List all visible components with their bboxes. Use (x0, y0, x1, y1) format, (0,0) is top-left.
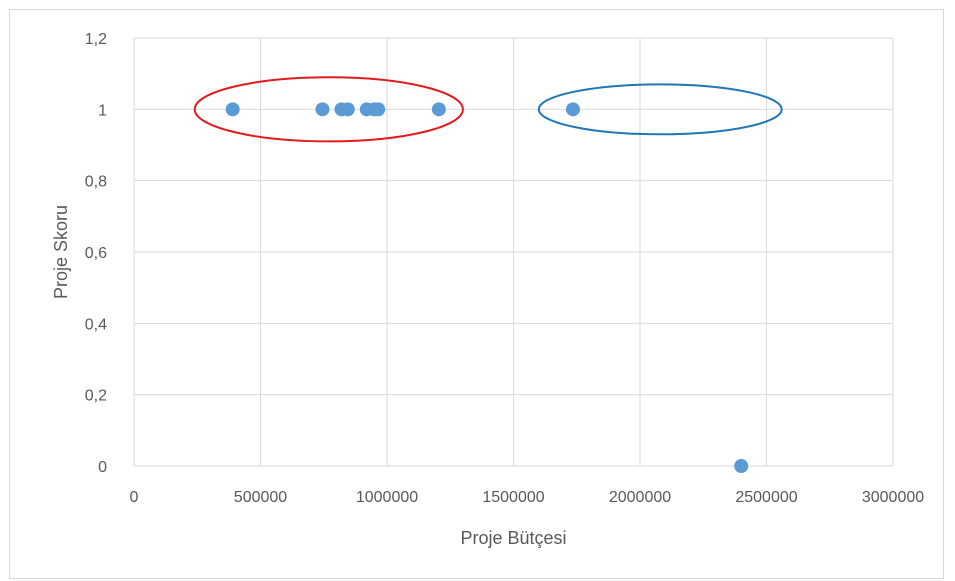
data-point (340, 102, 355, 117)
x-tick-label: 500000 (234, 489, 287, 506)
y-tick-label: 0,6 (85, 245, 107, 262)
y-tick-label: 0,4 (85, 316, 107, 333)
grid (133, 37, 894, 467)
y-tick-label: 1 (98, 102, 107, 119)
data-point (225, 102, 240, 117)
x-tick-label: 3000000 (862, 489, 924, 506)
x-tick-label: 1500000 (482, 489, 544, 506)
y-tick-label: 0,2 (85, 388, 107, 405)
data-point (565, 102, 580, 117)
x-tick-label: 2000000 (609, 489, 671, 506)
y-tick-label: 0,8 (85, 174, 107, 191)
x-tick-labels: 0 500000 1000000 1500000 2000000 2500000 30000… (130, 489, 925, 506)
y-axis-label: Proje Skoru (51, 205, 71, 299)
data-point (431, 102, 446, 117)
x-tick-label: 1000000 (356, 489, 418, 506)
data-points (225, 102, 749, 473)
highlight-ellipse (193, 76, 464, 143)
y-tick-label: 0 (98, 459, 107, 476)
highlight-ellipse (537, 83, 783, 136)
x-axis-label: Proje Bütçesi (460, 528, 566, 548)
data-point (371, 102, 386, 117)
annotations (193, 76, 783, 143)
x-tick-label: 2500000 (735, 489, 797, 506)
y-tick-label: 1,2 (85, 31, 107, 48)
chart-frame (9, 9, 944, 579)
x-tick-label: 0 (130, 489, 139, 506)
data-point (315, 102, 330, 117)
y-tick-labels: 0 0,2 0,4 0,6 0,8 1 1,2 (85, 31, 107, 476)
data-point (734, 459, 749, 473)
